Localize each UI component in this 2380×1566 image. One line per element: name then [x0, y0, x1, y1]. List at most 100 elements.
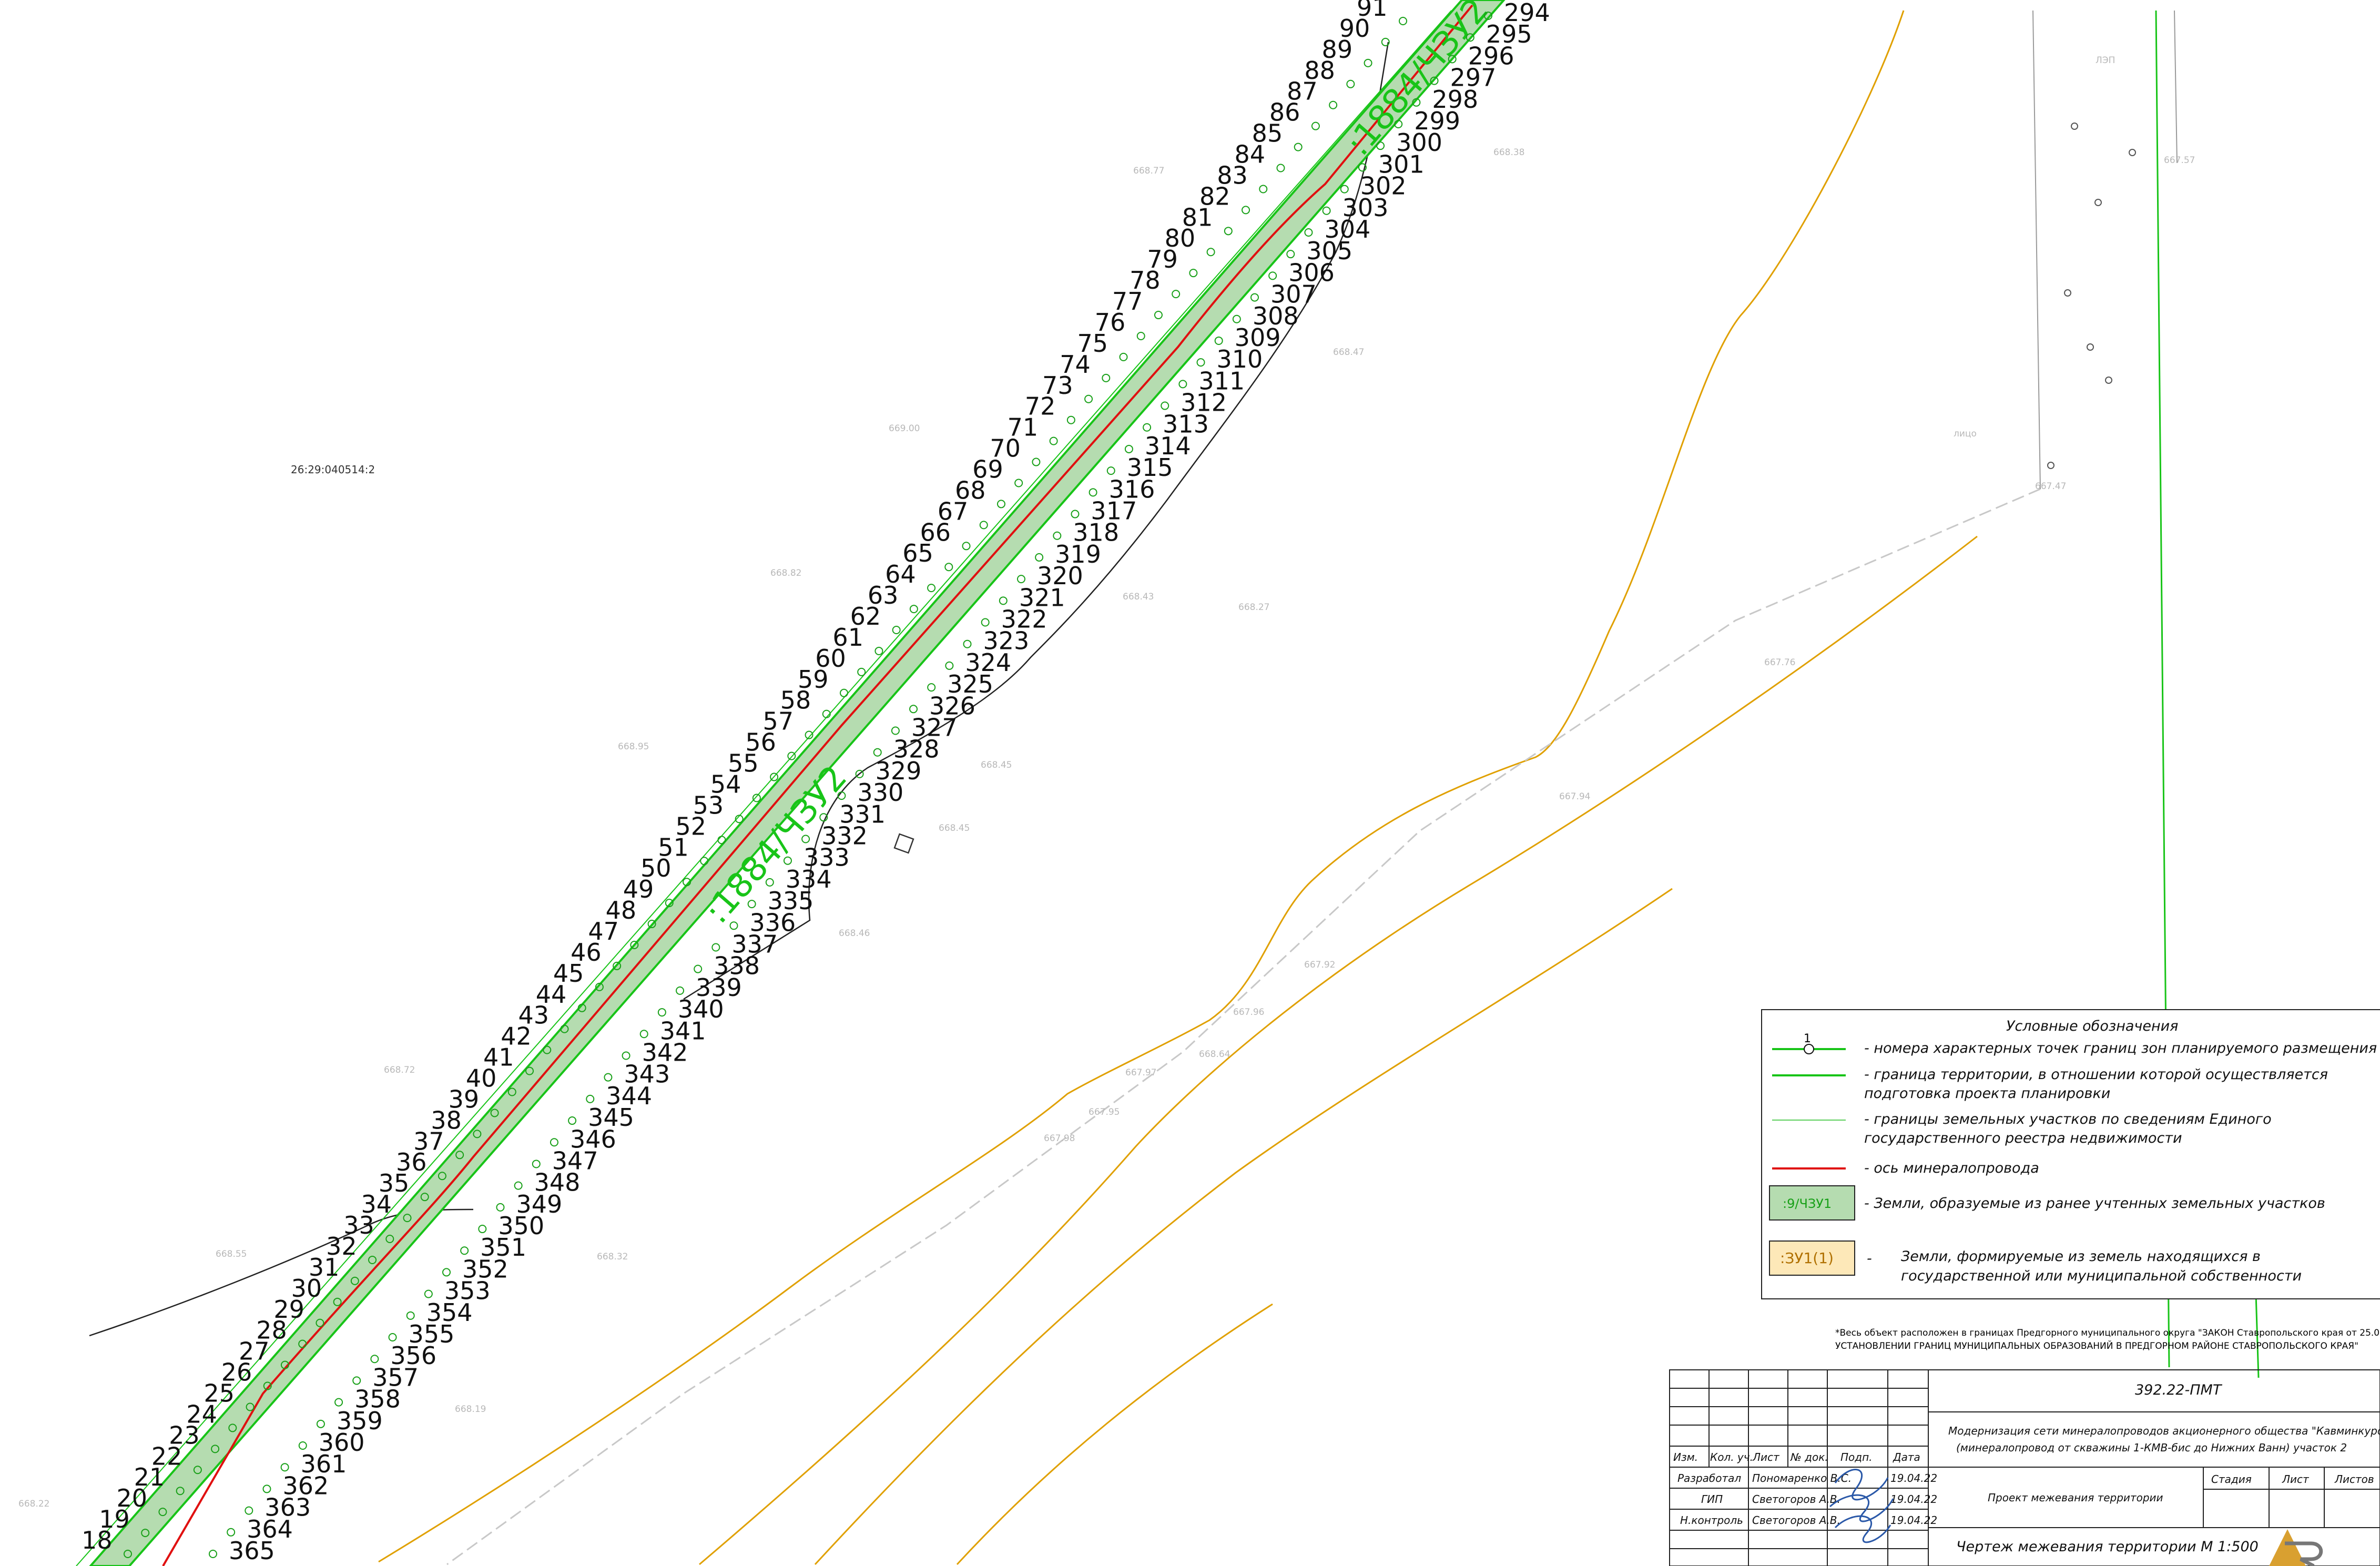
- boundary-point-marker: [193, 1466, 202, 1475]
- tb-project-2: (минералопровод от скважины 1-КМВ-бис до…: [1956, 1441, 2347, 1454]
- boundary-point-number: 315: [1127, 453, 1173, 482]
- boundary-point-marker: [647, 920, 656, 929]
- boundary-point-number: 82: [1199, 182, 1230, 210]
- boundary-point-marker: [805, 730, 813, 739]
- boundary-point-number: 343: [624, 1060, 670, 1089]
- boundary-point-marker: [1084, 394, 1093, 403]
- boundary-point-number: 31: [309, 1253, 340, 1282]
- boundary-point-number: 317: [1091, 497, 1137, 525]
- boundary-point-marker: [1430, 76, 1439, 85]
- boundary-point-number: 304: [1324, 215, 1370, 243]
- map-small-label: лицо: [1954, 429, 1977, 439]
- boundary-point-marker: [141, 1529, 150, 1538]
- elevation-label: 668.72: [384, 1065, 415, 1075]
- boundary-point-marker: [316, 1318, 324, 1327]
- elevation-label: 667.94: [1559, 791, 1590, 802]
- boundary-point-marker: [909, 705, 918, 714]
- boundary-point-marker: [514, 1181, 523, 1190]
- boundary-point-marker: [979, 521, 988, 530]
- boundary-point-number: 328: [893, 735, 940, 764]
- legend-swatch-2: :ЗУ1(1): [1780, 1249, 1834, 1267]
- boundary-point-marker: [1172, 290, 1181, 299]
- tb-code: 392.22-ПМТ: [2135, 1382, 2223, 1398]
- legend-item-3: - границы земельных участков по сведения…: [1864, 1111, 2272, 1127]
- boundary-point-number: 39: [449, 1085, 480, 1113]
- tb-name-1: Пономаренко В.С.: [1752, 1472, 1852, 1484]
- tb-h-kol: Кол. уч.: [1710, 1451, 1753, 1463]
- boundary-point-marker: [496, 1203, 505, 1212]
- boundary-point-number: 86: [1269, 98, 1300, 127]
- boundary-point-number: 65: [902, 539, 933, 567]
- boundary-point-number: 352: [462, 1255, 508, 1283]
- boundary-point-marker: [455, 1151, 464, 1160]
- tb-h-podp: Подп.: [1840, 1451, 1873, 1463]
- company-logo: [2269, 1529, 2323, 1566]
- boundary-point-number: 42: [501, 1022, 532, 1051]
- boundary-point-number: 321: [1019, 583, 1065, 612]
- boundary-point-number: 81: [1182, 203, 1213, 231]
- boundary-point-number: 310: [1217, 345, 1263, 373]
- boundary-point-marker: [1189, 269, 1198, 278]
- boundary-point-marker: [665, 899, 674, 908]
- boundary-point-number: 75: [1077, 329, 1108, 358]
- boundary-point-marker: [855, 769, 864, 778]
- boundary-point-marker: [370, 1355, 379, 1364]
- boundary-point-number: 312: [1181, 389, 1227, 417]
- boundary-point-number: 76: [1095, 308, 1126, 337]
- legend-item-6: Земли, формируемые из земель находящихся…: [1901, 1248, 2261, 1265]
- boundary-point-marker: [228, 1423, 237, 1432]
- boundary-point-marker: [595, 982, 604, 991]
- boundary-point-marker: [525, 1066, 534, 1075]
- footnote-line1: *Весь объект расположен в границах Предг…: [1835, 1328, 2380, 1338]
- boundary-point-number: 297: [1450, 64, 1497, 92]
- elevation-label: 667.98: [1044, 1133, 1075, 1144]
- road-dashed: [446, 488, 2041, 1565]
- boundary-point-marker: [1224, 227, 1233, 236]
- elevation-label: 668.46: [839, 928, 870, 939]
- boundary-point-markers: [124, 12, 1492, 1558]
- boundary-point-marker: [1466, 33, 1474, 42]
- boundary-point-marker: [385, 1235, 394, 1244]
- legend-item-6-dash: -: [1867, 1250, 1872, 1267]
- boundary-point-marker: [1119, 352, 1128, 361]
- boundary-point-marker: [1358, 163, 1367, 172]
- elevation-label: 667.95: [1089, 1107, 1120, 1117]
- tb-name-3: Светогоров А.В.: [1752, 1514, 1840, 1527]
- boundary-point-marker: [1143, 423, 1152, 432]
- boundary-point-number: 323: [983, 627, 1030, 655]
- boundary-point-number: 71: [1008, 413, 1039, 442]
- boundary-point-marker: [1154, 311, 1163, 320]
- boundary-point-marker: [298, 1441, 307, 1450]
- boundary-point-marker: [1329, 100, 1338, 109]
- pipeline-axis: [162, 4, 1473, 1566]
- boundary-point-number: 341: [660, 1016, 706, 1045]
- boundary-point-number: 326: [929, 692, 975, 720]
- boundary-point-number: 40: [466, 1064, 497, 1093]
- boundary-point-number: 29: [273, 1295, 304, 1324]
- boundary-point-number: 327: [911, 714, 958, 742]
- boundary-point-marker: [1259, 185, 1268, 194]
- boundary-point-number: 56: [745, 728, 776, 757]
- boundary-point-marker: [1268, 271, 1277, 280]
- boundary-point-marker: [333, 1297, 342, 1306]
- boundary-point-number: 303: [1342, 194, 1389, 222]
- tb-date-3: 19.04.22: [1890, 1514, 1937, 1527]
- elevation-label: 667.92: [1304, 960, 1335, 970]
- boundary-point-marker: [1014, 479, 1023, 487]
- map-small-label: ЛЭП: [2096, 55, 2115, 66]
- boundary-point-marker: [683, 878, 691, 887]
- boundary-point-marker: [945, 661, 954, 670]
- boundary-point-marker: [837, 791, 846, 800]
- boundary-point-marker: [442, 1268, 451, 1277]
- boundary-point-marker: [783, 856, 792, 865]
- boundary-point-number: 73: [1042, 371, 1073, 400]
- elevation-label: 667.76: [1764, 657, 1795, 668]
- boundary-point-marker: [1053, 531, 1062, 540]
- boundary-point-number: 88: [1304, 56, 1335, 85]
- tb-h-list: Лист: [1752, 1451, 1780, 1463]
- boundary-point-marker: [729, 921, 738, 930]
- boundary-point-marker: [478, 1225, 487, 1234]
- boundary-point-marker: [752, 794, 761, 802]
- boundary-point-marker: [1035, 553, 1044, 562]
- boundary-point-number: 353: [444, 1277, 491, 1305]
